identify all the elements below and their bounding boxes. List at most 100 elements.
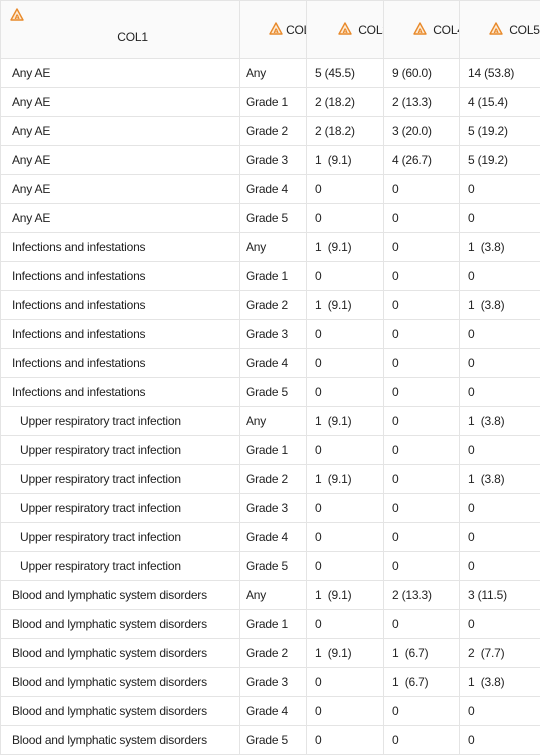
cell-col3[interactable]: 2 (18.2) [307,87,384,116]
cell-col1[interactable]: Any AE [1,58,240,87]
cell-col3[interactable]: 0 [307,725,384,754]
cell-col1[interactable]: Infections and infestations [1,232,240,261]
table-row[interactable]: Infections and infestations Grade 4 0 0 … [1,348,540,377]
cell-col2[interactable]: Grade 4 [240,696,307,725]
cell-col1[interactable]: Upper respiratory tract infection [1,464,240,493]
table-row[interactable]: Blood and lymphatic system disorders Gra… [1,696,540,725]
table-row[interactable]: Any AE Grade 1 2 (18.2) 2 (13.3) 4 (15.4… [1,87,540,116]
cell-col3[interactable]: 0 [307,261,384,290]
cell-col2[interactable]: Grade 3 [240,493,307,522]
cell-col1[interactable]: Upper respiratory tract infection [1,406,240,435]
cell-col3[interactable]: 0 [307,667,384,696]
cell-col5[interactable]: 0 [460,435,540,464]
cell-col5[interactable]: 1 (3.8) [460,290,540,319]
cell-col1[interactable]: Upper respiratory tract infection [1,522,240,551]
table-row[interactable]: Upper respiratory tract infection Grade … [1,464,540,493]
cell-col3[interactable]: 0 [307,203,384,232]
cell-col5[interactable]: 3 (11.5) [460,580,540,609]
cell-col1[interactable]: Blood and lymphatic system disorders [1,638,240,667]
cell-col3[interactable]: 0 [307,696,384,725]
cell-col4[interactable]: 1 (6.7) [384,638,460,667]
cell-col2[interactable]: Grade 4 [240,522,307,551]
cell-col4[interactable]: 0 [384,174,460,203]
table-row[interactable]: Upper respiratory tract infection Grade … [1,493,540,522]
cell-col1[interactable]: Blood and lymphatic system disorders [1,725,240,754]
cell-col4[interactable]: 0 [384,261,460,290]
cell-col4[interactable]: 0 [384,290,460,319]
cell-col5[interactable]: 0 [460,319,540,348]
cell-col4[interactable]: 0 [384,319,460,348]
cell-col2[interactable]: Grade 1 [240,609,307,638]
cell-col3[interactable]: 2 (18.2) [307,116,384,145]
cell-col4[interactable]: 0 [384,493,460,522]
cell-col2[interactable]: Any [240,406,307,435]
table-row[interactable]: Blood and lymphatic system disorders Gra… [1,609,540,638]
cell-col1[interactable]: Any AE [1,174,240,203]
cell-col2[interactable]: Grade 3 [240,319,307,348]
cell-col2[interactable]: Grade 2 [240,638,307,667]
cell-col5[interactable]: 1 (3.8) [460,464,540,493]
cell-col4[interactable]: 0 [384,725,460,754]
cell-col4[interactable]: 0 [384,522,460,551]
table-row[interactable]: Infections and infestations Grade 3 0 0 … [1,319,540,348]
cell-col5[interactable]: 0 [460,174,540,203]
cell-col4[interactable]: 0 [384,203,460,232]
table-row[interactable]: Infections and infestations Any 1 (9.1) … [1,232,540,261]
cell-col3[interactable]: 0 [307,522,384,551]
cell-col3[interactable]: 1 (9.1) [307,638,384,667]
cell-col1[interactable]: Infections and infestations [1,261,240,290]
cell-col4[interactable]: 3 (20.0) [384,116,460,145]
table-row[interactable]: Upper respiratory tract infection Grade … [1,522,540,551]
cell-col5[interactable]: 0 [460,203,540,232]
cell-col2[interactable]: Grade 3 [240,667,307,696]
cell-col3[interactable]: 0 [307,377,384,406]
table-row[interactable]: Infections and infestations Grade 5 0 0 … [1,377,540,406]
cell-col3[interactable]: 1 (9.1) [307,232,384,261]
cell-col2[interactable]: Grade 4 [240,348,307,377]
cell-col4[interactable]: 0 [384,696,460,725]
cell-col4[interactable]: 2 (13.3) [384,87,460,116]
cell-col2[interactable]: Grade 1 [240,435,307,464]
cell-col5[interactable]: 0 [460,609,540,638]
cell-col2[interactable]: Grade 2 [240,116,307,145]
cell-col4[interactable]: 1 (6.7) [384,667,460,696]
cell-col4[interactable]: 0 [384,232,460,261]
cell-col4[interactable]: 0 [384,609,460,638]
table-row[interactable]: Any AE Grade 5 0 0 0 [1,203,540,232]
cell-col3[interactable]: 5 (45.5) [307,58,384,87]
cell-col5[interactable]: 0 [460,725,540,754]
column-header-col4[interactable]: A COL4 [384,1,460,59]
table-row[interactable]: Upper respiratory tract infection Any 1 … [1,406,540,435]
cell-col1[interactable]: Infections and infestations [1,319,240,348]
cell-col1[interactable]: Any AE [1,116,240,145]
cell-col5[interactable]: 4 (15.4) [460,87,540,116]
cell-col3[interactable]: 1 (9.1) [307,406,384,435]
cell-col1[interactable]: Upper respiratory tract infection [1,551,240,580]
cell-col4[interactable]: 4 (26.7) [384,145,460,174]
cell-col1[interactable]: Infections and infestations [1,348,240,377]
cell-col5[interactable]: 0 [460,522,540,551]
cell-col1[interactable]: Blood and lymphatic system disorders [1,580,240,609]
cell-col2[interactable]: Grade 1 [240,261,307,290]
table-row[interactable]: Any AE Any 5 (45.5) 9 (60.0) 14 (53.8) [1,58,540,87]
cell-col5[interactable]: 14 (53.8) [460,58,540,87]
cell-col2[interactable]: Grade 3 [240,145,307,174]
table-row[interactable]: Any AE Grade 2 2 (18.2) 3 (20.0) 5 (19.2… [1,116,540,145]
column-header-col1[interactable]: A COL1 [1,1,240,59]
cell-col2[interactable]: Grade 2 [240,464,307,493]
cell-col5[interactable]: 0 [460,551,540,580]
cell-col1[interactable]: Blood and lymphatic system disorders [1,696,240,725]
cell-col2[interactable]: Grade 5 [240,203,307,232]
cell-col4[interactable]: 0 [384,435,460,464]
cell-col2[interactable]: Grade 2 [240,290,307,319]
column-header-col2[interactable]: ACOL2 [240,1,307,59]
cell-col1[interactable]: Any AE [1,203,240,232]
cell-col3[interactable]: 0 [307,319,384,348]
cell-col1[interactable]: Any AE [1,87,240,116]
cell-col5[interactable]: 0 [460,348,540,377]
cell-col2[interactable]: Grade 5 [240,551,307,580]
table-row[interactable]: Blood and lymphatic system disorders Gra… [1,667,540,696]
cell-col1[interactable]: Infections and infestations [1,377,240,406]
table-row[interactable]: Blood and lymphatic system disorders Gra… [1,638,540,667]
cell-col3[interactable]: 0 [307,551,384,580]
